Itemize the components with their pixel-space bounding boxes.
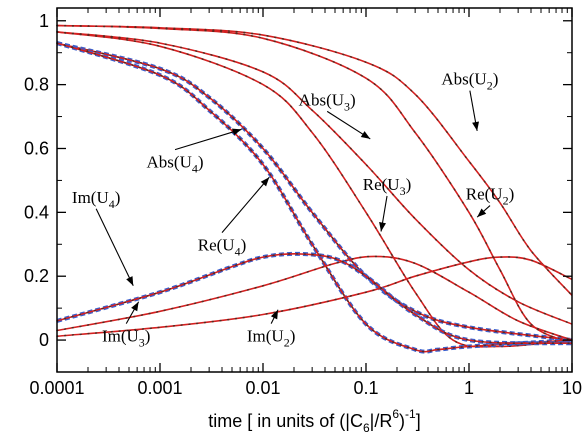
annotation-arrowhead <box>260 177 270 187</box>
x-axis-title: time [ in units of (|C6|/R6)-1] <box>208 407 420 435</box>
y-tick-label: 0.8 <box>24 75 49 95</box>
annotation-label: Im(U2) <box>247 327 296 350</box>
annotation-label: Abs(U4) <box>147 153 204 176</box>
series-re-2-dots <box>56 24 573 345</box>
annotation-arrowhead <box>472 121 480 131</box>
tick-labels: 0.0001 0.001 0.01 0.1 1 10 0 0.2 0.4 0.6 0.8 1 <box>24 11 582 398</box>
annotation-label: Abs(U3) <box>299 90 356 113</box>
plot-lines <box>56 24 573 354</box>
x-tick-label: 0.01 <box>245 378 280 398</box>
series-im-3-dots <box>56 255 573 341</box>
series-abs-4 <box>56 42 573 341</box>
series-re-4-dots <box>56 42 573 353</box>
y-tick-label: 0 <box>39 330 49 350</box>
annotation-label: Im(U3) <box>102 327 150 350</box>
annotation-arrowhead <box>477 208 487 218</box>
y-tick-label: 1 <box>39 11 49 31</box>
annotation-arrow <box>174 128 242 151</box>
annotation-arrowhead <box>131 301 139 312</box>
x-tick-label: 0.1 <box>353 378 378 398</box>
annotations: Abs(U2) Abs(U3) Abs(U4) Re(U2) Re(U3) Re(U4) I… <box>72 70 514 350</box>
annotation-label: Re(U2) <box>466 185 515 208</box>
y-tick-label: 0.6 <box>24 138 49 158</box>
series-abs-3 <box>56 31 573 325</box>
annotation-arrowhead <box>379 222 386 232</box>
annotation-label: Re(U4) <box>198 236 247 259</box>
x-tick-label: 10 <box>562 378 582 398</box>
annotation-arrow <box>221 176 270 234</box>
y-tick-label: 0.4 <box>24 202 49 222</box>
series-im-4 <box>56 253 573 345</box>
y-tick-label: 0.2 <box>24 266 49 286</box>
annotation-arrowhead <box>231 128 242 136</box>
x-tick-label: 0.0001 <box>29 378 84 398</box>
x-tick-label: 0.001 <box>137 378 182 398</box>
ticks <box>56 8 573 373</box>
plot-frame <box>56 7 573 373</box>
annotation-arrowhead <box>270 309 279 320</box>
annotation-label: Abs(U2) <box>441 70 498 93</box>
annotation-arrow <box>95 208 134 287</box>
x-tick-label: 1 <box>464 378 474 398</box>
series-im-2-dots <box>56 256 573 337</box>
annotation-label: Im(U4) <box>72 188 121 211</box>
annotation-label: Re(U3) <box>363 175 412 198</box>
annotation-arrowhead <box>360 131 371 139</box>
annotation-arrowhead <box>126 276 134 286</box>
